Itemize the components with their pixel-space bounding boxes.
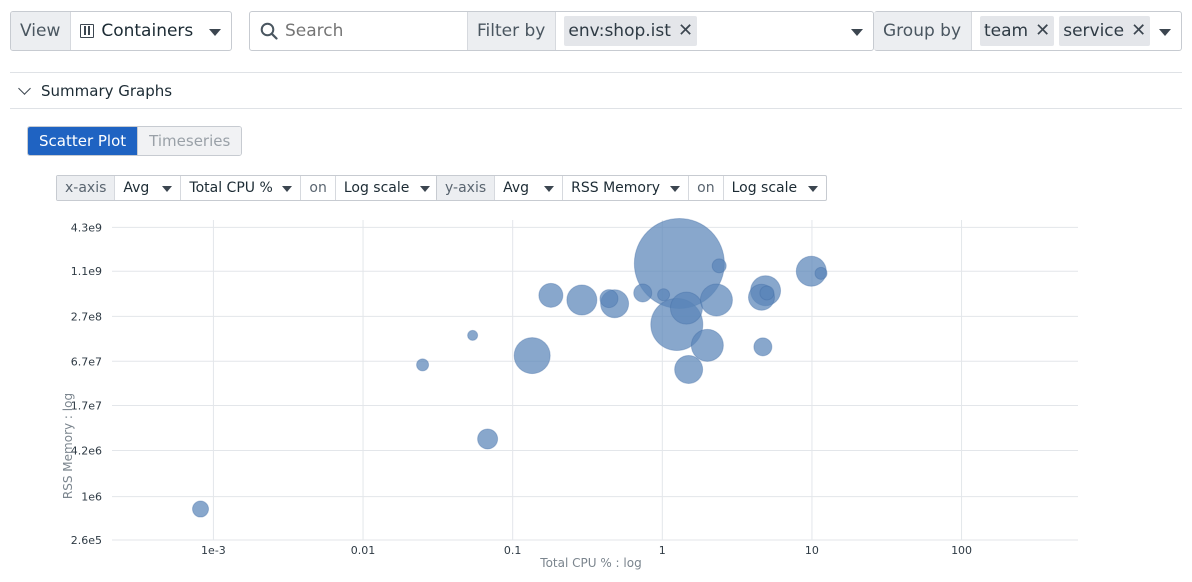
search-filter-bar: Filter by env:shop.ist ✕ [249, 11, 874, 51]
summary-toggle[interactable]: Summary Graphs [18, 82, 173, 100]
x-axis-scale-select[interactable]: Log scale [336, 176, 438, 200]
x-tick-label: 100 [951, 544, 972, 557]
y-tick-label: 2.7e8 [71, 310, 102, 323]
chevron-down-icon[interactable] [1159, 29, 1171, 36]
scatter-point[interactable] [669, 291, 703, 325]
view-selector[interactable]: View Containers [10, 11, 232, 51]
filter-field[interactable]: env:shop.ist ✕ [556, 12, 873, 50]
summary-title: Summary Graphs [41, 82, 173, 100]
tab-timeseries[interactable]: Timeseries [137, 127, 242, 155]
view-value: Containers [101, 21, 194, 41]
scatter-point[interactable] [674, 354, 704, 384]
group-tag-service: service ✕ [1059, 16, 1151, 46]
scatter-point[interactable] [753, 337, 773, 357]
x-axis-title: Total CPU % : log [539, 556, 641, 570]
y-tick-label: 1.1e9 [71, 265, 102, 278]
x-tick-label: 1e-3 [201, 544, 226, 557]
y-axis-agg-select[interactable]: Avg [495, 176, 564, 200]
y-tick-label: 6.7e7 [71, 355, 102, 368]
tab-scatter-plot[interactable]: Scatter Plot [28, 127, 138, 155]
x-axis-metric-select[interactable]: Total CPU % [181, 176, 302, 200]
chart-ticks: 2.6e5 1e6 4.2e6 1.7e7 6.7e7 2.7e8 1.1e9 4.3e9 1e… [71, 221, 972, 557]
scatter-point[interactable] [690, 328, 724, 362]
x-axis-agg-select[interactable]: Avg [115, 176, 182, 200]
x-tick-label: 10 [805, 544, 819, 557]
y-tick-label: 4.2e6 [71, 444, 102, 457]
x-axis-controls: x-axis Avg Total CPU % on Log scale [56, 175, 439, 201]
y-tick-label: 4.3e9 [71, 221, 102, 234]
y-axis-label: y-axis [437, 176, 496, 200]
chart-grid [112, 220, 1078, 541]
close-icon[interactable]: ✕ [1035, 20, 1051, 41]
x-tick-label: 0.01 [351, 544, 376, 557]
divider [10, 72, 1182, 73]
filter-label: Filter by [468, 12, 557, 50]
chevron-down-icon[interactable] [209, 29, 221, 36]
y-axis-metric-select[interactable]: RSS Memory [563, 176, 690, 200]
scatter-point[interactable] [416, 358, 430, 372]
scatter-point[interactable] [538, 282, 564, 308]
y-tick-label: 1.7e7 [71, 399, 102, 412]
group-tag-label: team [984, 21, 1029, 41]
x-tick-label: 1 [659, 544, 666, 557]
search-box[interactable] [250, 12, 468, 50]
scatter-point[interactable] [566, 284, 598, 316]
chevron-down-icon[interactable] [851, 29, 863, 36]
close-icon[interactable]: ✕ [677, 20, 694, 41]
group-label: Group by [874, 12, 973, 50]
scatter-point[interactable] [759, 285, 775, 301]
filter-tag: env:shop.ist ✕ [564, 16, 698, 46]
close-icon[interactable]: ✕ [1131, 20, 1147, 41]
divider [10, 108, 1182, 109]
scatter-point[interactable] [467, 329, 479, 341]
scatter-point[interactable] [513, 337, 551, 375]
scatter-point[interactable] [699, 283, 733, 317]
scatter-point[interactable] [633, 283, 653, 303]
y-axis-title: RSS Memory : log [61, 393, 75, 499]
x-tick-label: 0.1 [504, 544, 522, 557]
group-field[interactable]: team ✕ service ✕ [972, 12, 1181, 50]
y-tick-label: 2.6e5 [71, 534, 102, 547]
search-input[interactable] [285, 21, 445, 41]
scatter-point[interactable] [657, 288, 671, 302]
search-icon [260, 22, 278, 40]
x-axis-on-label: on [301, 176, 336, 200]
chart-points [192, 217, 828, 518]
group-tag-label: service [1063, 21, 1125, 41]
scatter-point[interactable] [814, 266, 828, 280]
scatter-point[interactable] [192, 500, 210, 518]
filter-tag-label: env:shop.ist [568, 21, 671, 41]
scatter-point[interactable] [599, 289, 619, 309]
y-tick-label: 1e6 [81, 491, 102, 504]
containers-icon [80, 24, 95, 38]
x-axis-label: x-axis [57, 176, 116, 200]
group-tag-team: team ✕ [980, 16, 1055, 46]
scatter-point[interactable] [711, 258, 727, 274]
y-axis-controls: y-axis Avg RSS Memory on Log scale [436, 175, 827, 201]
y-axis-scale-select[interactable]: Log scale [724, 176, 826, 200]
group-by-selector: Group by team ✕ service ✕ [874, 11, 1182, 51]
y-axis-on-label: on [689, 176, 724, 200]
scatter-point[interactable] [477, 428, 499, 450]
view-label: View [11, 12, 72, 50]
chart-type-toggle: Scatter Plot Timeseries [27, 126, 243, 156]
